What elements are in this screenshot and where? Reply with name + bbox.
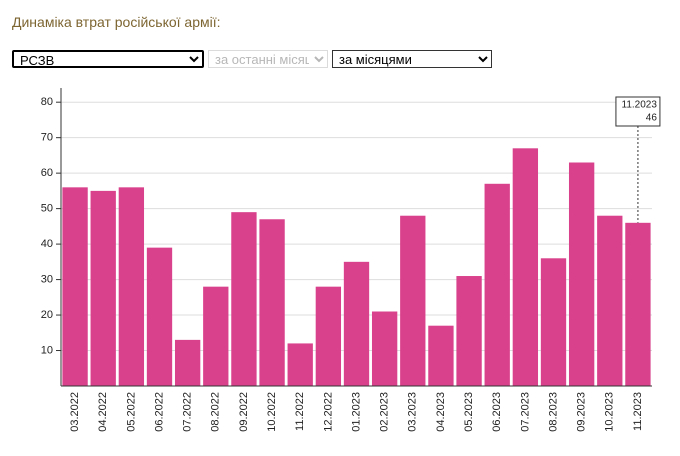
bar [315, 286, 342, 386]
x-tick-label: 10.2023 [604, 392, 616, 432]
y-tick-label: 30 [41, 273, 53, 285]
x-tick-label: 10.2022 [266, 392, 278, 432]
y-tick-label: 40 [41, 238, 53, 250]
x-tick-label: 01.2023 [350, 392, 362, 432]
x-tick-label: 06.2023 [491, 392, 503, 432]
weapon-select[interactable]: РСЗВ [12, 50, 204, 68]
bar [174, 339, 201, 386]
x-tick-label: 04.2022 [97, 392, 109, 432]
bar [540, 258, 567, 386]
x-tick-label: 09.2022 [238, 392, 250, 432]
tooltip [615, 96, 661, 127]
x-tick-label: 03.2022 [69, 392, 81, 432]
y-tick-label: 80 [41, 96, 53, 108]
bar [118, 187, 145, 386]
x-tick-label: 11.2023 [632, 392, 644, 431]
tooltip-value: 46 [646, 113, 658, 124]
bar [90, 190, 116, 386]
x-tick-label: 04.2023 [435, 392, 447, 432]
x-tick-label: 05.2023 [463, 392, 475, 432]
x-tick-label: 09.2023 [576, 392, 588, 432]
bar [484, 183, 510, 386]
x-tick-label: 08.2023 [547, 392, 559, 432]
y-tick-label: 60 [41, 167, 53, 179]
x-tick-label: 02.2023 [379, 392, 391, 432]
period-select[interactable]: за останні місяці [208, 50, 328, 68]
bar [259, 219, 285, 386]
bar [203, 286, 229, 386]
x-tick-label: 05.2022 [125, 392, 137, 432]
bar [456, 276, 482, 386]
bar [146, 247, 173, 386]
x-tick-label: 07.2022 [182, 392, 194, 432]
y-tick-label: 10 [41, 344, 53, 356]
x-tick-label: 06.2022 [153, 392, 165, 432]
bar [287, 343, 313, 386]
x-tick-label: 07.2023 [519, 392, 531, 432]
y-tick-label: 70 [41, 132, 53, 144]
grouping-select[interactable]: за місяцями [332, 50, 492, 68]
bar [512, 148, 539, 386]
tooltip-category: 11.2023 [622, 100, 658, 111]
bar [371, 311, 398, 386]
bar [428, 325, 454, 386]
bar [231, 212, 257, 386]
bar [625, 222, 651, 386]
bar [62, 187, 88, 386]
title: Динаміка втрат російської армії: [12, 14, 221, 30]
y-tick-label: 50 [41, 203, 53, 215]
bar [400, 215, 426, 386]
bar [343, 261, 370, 386]
y-tick-label: 20 [41, 309, 53, 321]
x-tick-label: 03.2023 [407, 392, 419, 432]
x-tick-label: 08.2022 [210, 392, 222, 432]
x-tick-label: 11.2022 [294, 392, 306, 431]
bar [597, 215, 623, 386]
x-tick-label: 12.2022 [322, 392, 334, 432]
bar [568, 162, 595, 386]
